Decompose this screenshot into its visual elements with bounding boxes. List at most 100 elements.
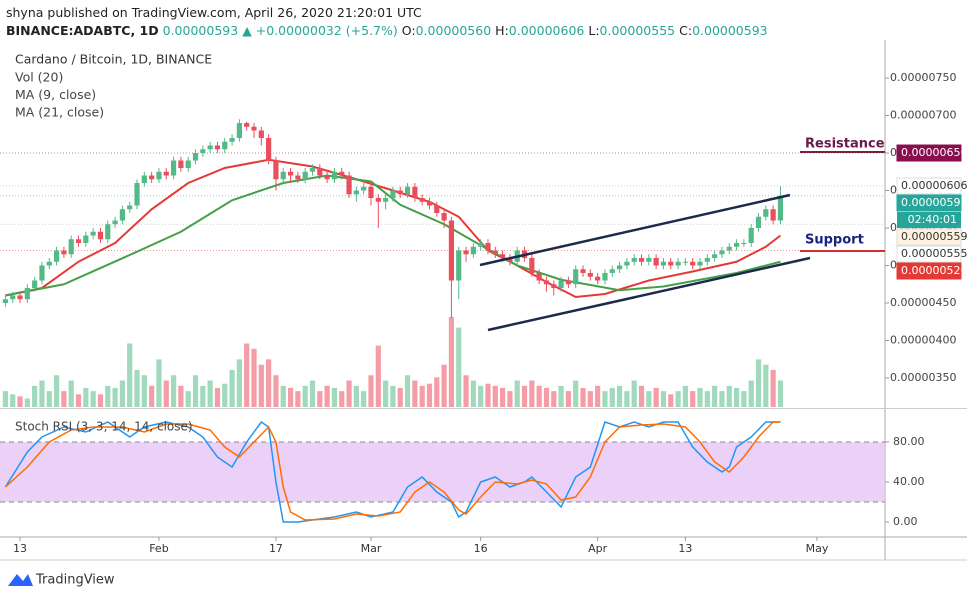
volume-bar xyxy=(456,327,462,407)
osc-band xyxy=(0,442,885,502)
volume-bar xyxy=(536,385,542,407)
candle-body xyxy=(287,171,294,176)
candle-body xyxy=(777,195,784,221)
candle-body xyxy=(368,186,374,199)
candle-body xyxy=(638,257,645,262)
candle-body xyxy=(170,160,177,176)
candle-body xyxy=(97,231,104,240)
volume-bar xyxy=(704,391,710,407)
candle-body xyxy=(609,269,615,273)
candle-body xyxy=(75,239,82,243)
candle-body xyxy=(565,280,572,285)
candle-body xyxy=(141,175,147,184)
volume-bar xyxy=(178,385,184,407)
candle-body xyxy=(324,175,330,180)
volume-bar xyxy=(507,391,513,407)
quote-item: 0.00000606 xyxy=(508,23,585,38)
quote-line: BINANCE:ADABTC, 1D 0.00000593 ▲ +0.0000003… xyxy=(6,22,772,40)
volume-bar xyxy=(426,383,433,407)
candle-body xyxy=(375,198,381,202)
legend-entry: MA (9, close) xyxy=(15,87,96,102)
volume-bar xyxy=(97,394,104,407)
candle-body xyxy=(10,295,16,300)
price-marker xyxy=(896,228,962,246)
candle-body xyxy=(229,138,235,142)
countdown-box xyxy=(897,212,961,229)
volume-bar xyxy=(543,387,550,407)
volume-bar xyxy=(733,387,740,407)
candle-body xyxy=(478,242,484,247)
volume-bar xyxy=(317,391,323,407)
volume-bar xyxy=(521,385,528,407)
candle-body xyxy=(17,295,23,300)
candle-body xyxy=(178,160,184,169)
volume-bar xyxy=(748,380,754,407)
volume-bar xyxy=(10,394,16,407)
candle-body xyxy=(719,250,725,255)
volume-bar xyxy=(141,375,147,407)
volume-bar xyxy=(375,345,381,407)
volume-bar xyxy=(134,369,140,407)
volume-bar xyxy=(185,391,191,407)
volume-bar xyxy=(609,387,615,407)
volume-bar xyxy=(646,391,652,407)
volume-bar xyxy=(638,385,645,407)
candle-body xyxy=(507,257,513,262)
candle-body xyxy=(704,257,710,262)
price-marker-label: 0.00000606 xyxy=(901,179,967,192)
candle-body xyxy=(39,265,45,281)
candle-body xyxy=(690,261,696,266)
volume-bar xyxy=(324,385,330,407)
y-tick-label: 0.00000700 xyxy=(890,109,956,122)
candle-body xyxy=(434,205,440,214)
candle-body xyxy=(156,171,162,180)
candle-body xyxy=(653,257,659,266)
candle-body xyxy=(32,280,38,288)
candle-body xyxy=(273,160,279,180)
quote-item: ▲ +0.00000032 (+5.7%) xyxy=(242,23,398,38)
osc-tick-label: 0.00 xyxy=(893,515,918,528)
annotation: Resistance xyxy=(805,137,885,152)
volume-bar xyxy=(339,391,345,407)
volume-bar xyxy=(236,359,242,407)
osc-line xyxy=(4,421,781,521)
volume-bar xyxy=(529,380,535,407)
volume-bar xyxy=(624,391,630,407)
candle-body xyxy=(763,209,769,217)
candle-body xyxy=(244,123,250,127)
price-marker xyxy=(896,177,962,195)
candle-body xyxy=(119,209,125,221)
candle-body xyxy=(214,145,221,150)
osc-tick-label: 40.00 xyxy=(893,475,925,488)
candle-body xyxy=(2,299,9,303)
y-tick-label: 0.00000350 xyxy=(890,371,956,384)
volume-bar xyxy=(68,380,74,407)
candle-body xyxy=(397,190,403,195)
volume-bar xyxy=(500,387,506,407)
price-marker-label: 0.00000593 xyxy=(901,196,967,209)
volume-bar xyxy=(726,385,732,407)
candle-body xyxy=(463,250,469,255)
candle-body xyxy=(53,250,60,262)
volume-bar xyxy=(353,385,359,407)
candle-body xyxy=(755,216,762,228)
volume-bar xyxy=(463,375,469,407)
volume-bar xyxy=(222,383,228,407)
volume-bar xyxy=(200,385,206,407)
candle-body xyxy=(236,123,242,139)
price-marker-label: 0.00000555 xyxy=(901,247,967,260)
candle-body xyxy=(558,280,564,288)
volume-bar xyxy=(2,391,9,407)
volume-bar xyxy=(156,359,162,407)
candle-body xyxy=(331,171,338,180)
volume-bar xyxy=(492,385,498,407)
quote-item: O: xyxy=(401,23,416,38)
candle-body xyxy=(748,227,754,243)
ma-line xyxy=(5,174,781,297)
x-tick-label: 13 xyxy=(13,542,27,555)
volume-bar xyxy=(170,375,177,407)
candle-body xyxy=(697,261,703,266)
volume-bar xyxy=(39,380,45,407)
candle-body xyxy=(222,141,228,150)
